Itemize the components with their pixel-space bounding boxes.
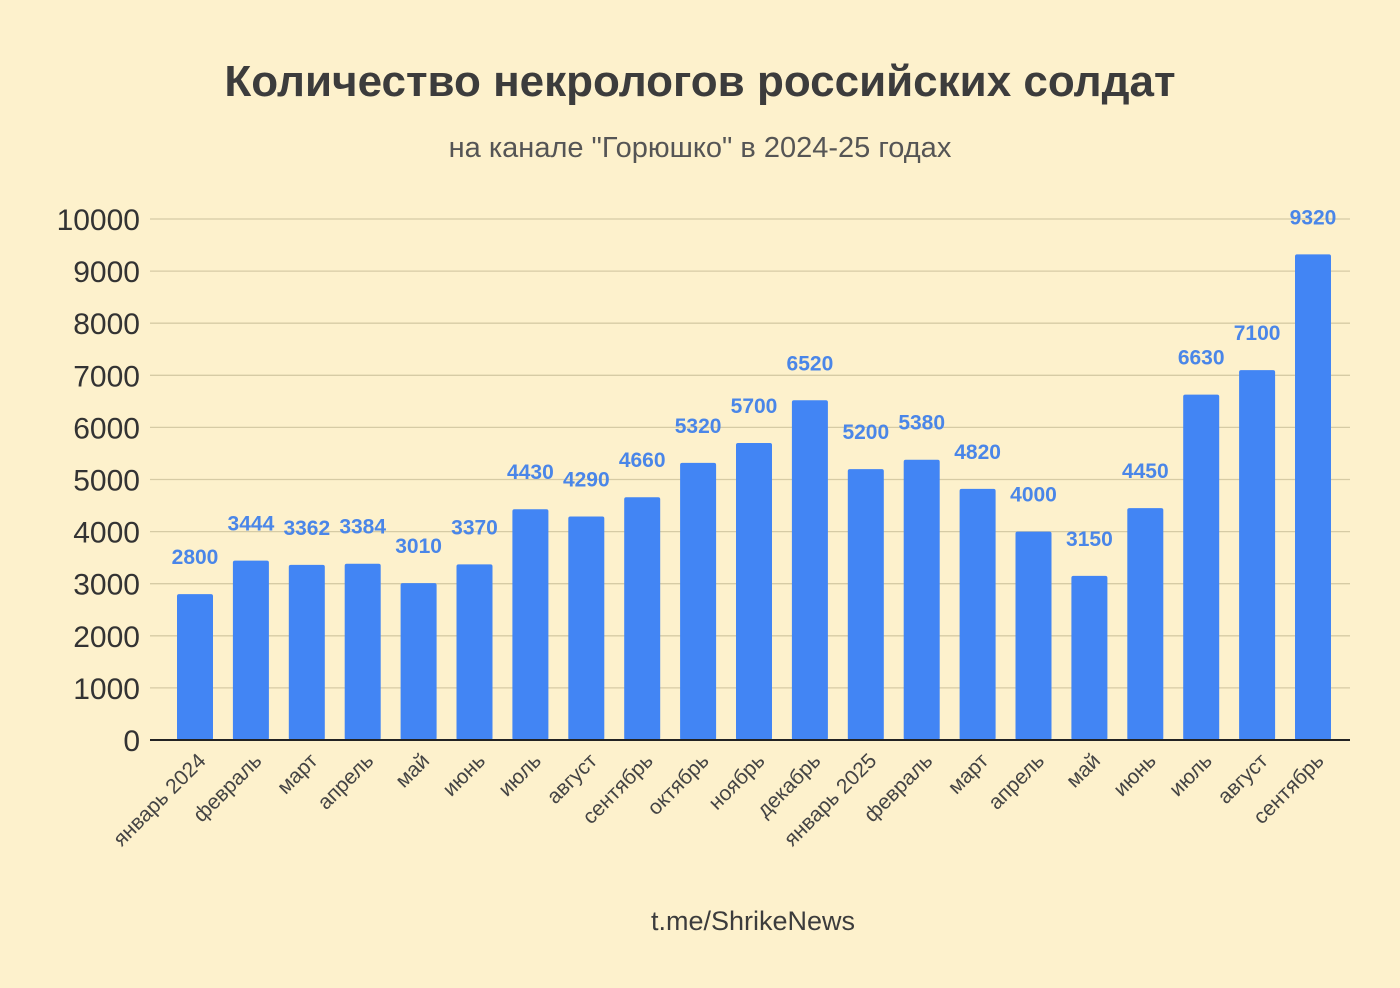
bar: [959, 488, 996, 740]
data-label: 3362: [283, 517, 330, 540]
y-tick-label: 9000: [73, 256, 140, 289]
bar: [512, 509, 549, 740]
x-tick-label: январь 2024: [109, 749, 211, 851]
bar: [736, 443, 772, 740]
data-label: 5200: [842, 421, 889, 444]
bar: [456, 564, 493, 740]
x-tick-label: март: [944, 749, 994, 799]
data-label: 6630: [1178, 347, 1225, 370]
data-label: 2800: [172, 546, 219, 569]
bars: 2800 3444 3362 3384 3010 3370 4430 4290 4660 5320…: [172, 206, 1337, 741]
x-tick-label: апрель: [984, 749, 1049, 814]
bar: [344, 563, 381, 740]
bar: [1183, 394, 1220, 740]
data-label: 5700: [731, 395, 778, 418]
bar: [791, 400, 828, 740]
y-tick-label: 1000: [73, 673, 140, 706]
data-label: 6520: [787, 352, 834, 375]
bar: [1127, 508, 1164, 740]
y-tick-label: 2000: [73, 621, 140, 654]
data-label: 7100: [1234, 322, 1281, 345]
bar: [1239, 370, 1276, 740]
source-label: t.me/ShrikeNews: [651, 906, 855, 936]
x-tick-label: март: [273, 749, 323, 799]
data-label: 3384: [339, 516, 386, 539]
bar: [568, 516, 605, 740]
x-tick-label: апрель: [313, 749, 378, 814]
y-tick-label: 0: [123, 725, 140, 758]
data-label: 4000: [1010, 484, 1057, 507]
y-tick-label: 10000: [57, 204, 140, 237]
data-label: 5320: [675, 415, 722, 438]
bar: [624, 497, 661, 740]
y-tick-label: 7000: [73, 360, 140, 393]
data-label: 4450: [1122, 460, 1169, 483]
y-tick-label: 5000: [73, 465, 140, 498]
data-label: 4430: [507, 461, 554, 484]
bar: [1071, 575, 1108, 740]
x-tick-label: июль: [1165, 749, 1217, 801]
x-tick-label: май: [1062, 749, 1105, 792]
bar: [903, 459, 940, 740]
bar: [288, 564, 325, 740]
x-tick-label: май: [391, 749, 434, 792]
data-label: 4290: [563, 468, 610, 491]
data-label: 3150: [1066, 528, 1113, 551]
data-label: 3370: [451, 516, 498, 539]
bar: [1295, 254, 1331, 741]
x-tick-label: июнь: [1109, 749, 1161, 801]
data-label: 4820: [954, 441, 1001, 464]
chart-subtitle: на канале "Горюшко" в 2024-25 годах: [449, 132, 952, 164]
x-tick-label: июнь: [438, 749, 490, 801]
bar: [1015, 531, 1052, 740]
bar: [400, 583, 437, 740]
chart-title: Количество некрологов российских солдат: [224, 57, 1175, 106]
data-label: 5380: [898, 412, 945, 435]
y-tick-label: 3000: [73, 569, 140, 602]
bar: [232, 560, 269, 740]
data-label: 3010: [395, 535, 442, 558]
x-tick-label: октябрь: [643, 749, 714, 820]
y-tick-label: 8000: [73, 308, 140, 341]
y-tick-label: 4000: [73, 517, 140, 550]
y-axis: 0 1000 2000 3000 4000 5000 6000 7000 8000 9000 100…: [57, 204, 140, 758]
x-tick-label: июль: [494, 749, 546, 801]
data-label: 4660: [619, 449, 666, 472]
y-tick-label: 6000: [73, 412, 140, 445]
bar: [847, 469, 884, 740]
data-label: 9320: [1290, 206, 1337, 229]
bar: [177, 594, 213, 740]
data-label: 3444: [228, 513, 275, 536]
bar: [680, 462, 717, 740]
